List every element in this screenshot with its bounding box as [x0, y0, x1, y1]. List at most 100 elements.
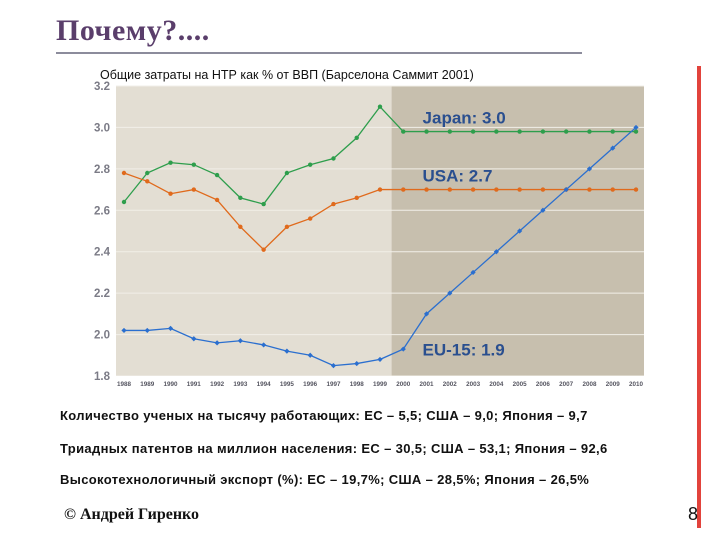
x-tick-label: 1992: [210, 381, 225, 388]
data-point: [447, 129, 453, 134]
x-tick-label: 2006: [536, 381, 551, 388]
rd-spending-line-chart: 3.2 3.0 2.8 2.6 2.4 2.2 2.0 1.8 1988 1989 1990 1991…: [94, 81, 644, 388]
data-point: [470, 269, 476, 276]
page-number: 8: [688, 504, 699, 524]
x-tick-label: 1988: [117, 381, 132, 388]
data-point: [424, 129, 429, 134]
y-tick-label: 3.2: [94, 81, 110, 93]
data-point: [633, 124, 639, 131]
x-tick-label: 1996: [303, 381, 318, 388]
data-point: [493, 249, 499, 255]
y-tick-label: 2.8: [94, 164, 111, 176]
data-point: [121, 199, 127, 205]
data-point: [214, 197, 220, 203]
series-label-2: EU-15: 1.9: [423, 340, 505, 359]
data-point: [633, 187, 639, 192]
data-point: [587, 187, 592, 192]
series-label-0: Japan: 3.0: [423, 108, 506, 127]
data-point: [424, 187, 429, 192]
x-tick-label: 2009: [606, 381, 621, 388]
data-point: [284, 224, 290, 230]
data-point: [354, 195, 359, 201]
x-tick-label: 2003: [466, 381, 481, 388]
x-tick-label: 1990: [164, 381, 179, 388]
data-point: [401, 129, 406, 134]
data-point: [610, 129, 615, 134]
title-underline: [56, 52, 582, 54]
y-tick-label: 3.0: [94, 122, 110, 134]
x-tick-label: 1998: [350, 381, 365, 388]
data-point: [377, 356, 383, 363]
data-point: [610, 187, 615, 192]
data-point: [517, 129, 522, 134]
data-point: [284, 170, 290, 176]
data-point: [494, 129, 499, 134]
x-tick-label: 2000: [396, 381, 411, 388]
x-tick-label: 2004: [489, 381, 504, 388]
data-point: [586, 166, 593, 172]
data-point: [447, 187, 453, 192]
data-point: [284, 348, 290, 354]
data-point: [168, 160, 173, 165]
data-point: [145, 170, 150, 176]
x-tick-label: 1999: [373, 381, 388, 388]
stat-hitech-export: Высокотехнологичный экспорт (%): ЕС – 19…: [60, 472, 590, 487]
data-point: [610, 145, 616, 151]
y-tick-label: 2.4: [94, 247, 111, 259]
data-point: [563, 186, 569, 193]
data-point: [214, 172, 220, 178]
data-point: [517, 228, 523, 234]
x-tick-label: 1994: [257, 381, 272, 388]
x-tick-label: 2010: [629, 381, 644, 388]
data-point: [307, 216, 313, 221]
data-point: [633, 129, 639, 134]
data-point: [470, 187, 476, 192]
slide-title: Почему?....: [56, 14, 210, 47]
data-point: [494, 187, 499, 192]
data-point: [470, 129, 476, 134]
data-point: [540, 187, 546, 192]
data-point: [121, 170, 127, 176]
data-point: [191, 336, 197, 342]
data-point: [191, 187, 197, 192]
x-tick-label: 1989: [140, 381, 155, 388]
data-point: [540, 207, 546, 213]
x-tick-label: 2001: [420, 381, 435, 388]
accent-bar: [697, 66, 701, 528]
data-point: [587, 129, 592, 134]
x-tick-label: 1993: [233, 381, 248, 388]
data-point: [331, 156, 336, 161]
stat-scientists: Количество ученых на тысячу работающих: …: [60, 408, 588, 423]
stat-patents: Триадных патентов на миллион населения: …: [60, 441, 608, 456]
data-point: [401, 187, 406, 192]
y-tick-label: 1.8: [94, 371, 111, 383]
data-point: [237, 338, 243, 344]
data-point: [168, 191, 173, 196]
x-tick-label: 2007: [559, 381, 574, 388]
data-point: [354, 360, 360, 367]
data-point: [261, 342, 267, 348]
data-point: [261, 201, 266, 207]
data-point: [331, 201, 336, 207]
y-tick-label: 2.0: [94, 330, 110, 342]
y-tick-label: 2.6: [94, 205, 110, 217]
data-point: [540, 129, 546, 134]
data-point: [307, 352, 313, 358]
x-tick-label: 2002: [443, 381, 458, 388]
y-tick-label: 2.2: [94, 288, 110, 300]
series-label-1: USA: 2.7: [423, 166, 493, 185]
x-tick-label: 2008: [582, 381, 597, 388]
data-point: [377, 187, 383, 192]
x-tick-label: 1997: [326, 381, 341, 388]
data-point: [238, 195, 243, 201]
data-point: [563, 129, 569, 134]
data-point: [214, 340, 220, 346]
data-point: [307, 162, 313, 167]
chart-title: Общие затраты на НТР как % от ВВП (Барсе…: [100, 68, 474, 82]
x-tick-label: 1995: [280, 381, 295, 388]
author-footer: © Андрей Гиренко: [64, 506, 200, 523]
data-point: [145, 179, 150, 184]
data-point: [261, 247, 266, 252]
data-point: [238, 224, 243, 230]
data-point: [517, 187, 522, 192]
